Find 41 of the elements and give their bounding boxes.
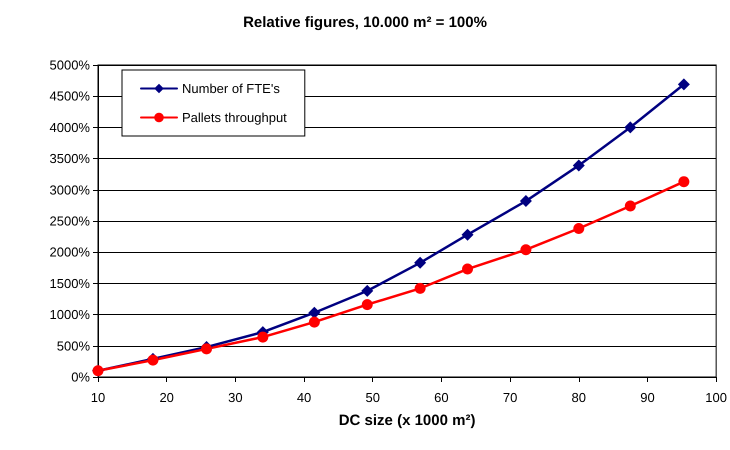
x-tick-label: 50	[366, 390, 380, 405]
y-tick-label: 0%	[71, 370, 90, 384]
x-tick-label: 40	[296, 390, 312, 405]
point	[678, 78, 690, 90]
y-tick-label: 1500%	[50, 276, 90, 291]
point	[462, 228, 474, 241]
point	[520, 244, 532, 256]
legend-label: Pallets throughput	[182, 110, 288, 125]
x-tick-label: 70	[502, 390, 518, 405]
x-tick-label: 60	[434, 390, 449, 405]
point	[462, 264, 474, 275]
point	[361, 284, 374, 297]
legend-label: Number of FTE's	[182, 81, 280, 96]
point	[520, 195, 532, 208]
y-tick-label: 500%	[56, 338, 90, 354]
point	[624, 200, 636, 212]
point	[414, 282, 426, 294]
y-tick-label: 4500%	[50, 88, 90, 104]
point	[362, 299, 373, 310]
y-tick-label: 4000%	[50, 120, 90, 135]
point	[414, 256, 426, 269]
x-tick-label: 30	[228, 390, 243, 405]
x-tick-label: 80	[572, 390, 586, 405]
point	[678, 176, 690, 188]
x-tick-label: 100	[705, 390, 728, 405]
x-axis-title: DC size (x 1000 m²)	[338, 412, 476, 429]
x-tick-label: 20	[159, 390, 174, 405]
y-tick-label: 3500%	[50, 151, 90, 166]
chart-title: Relative figures, 10.000 m² = 100%	[243, 14, 487, 31]
x-tick-label: 90	[640, 390, 655, 405]
x-tick-label: 10	[90, 390, 106, 405]
y-tick-label: 2000%	[50, 244, 90, 260]
y-tick-label: 1000%	[50, 307, 90, 322]
point	[572, 159, 585, 172]
y-tick-label: 2500%	[50, 214, 90, 228]
y-tick-label: 5000%	[50, 58, 90, 72]
point	[308, 316, 320, 328]
point	[573, 222, 584, 234]
point	[624, 121, 636, 134]
point	[257, 332, 268, 343]
y-tick-label: 3000%	[50, 182, 90, 198]
